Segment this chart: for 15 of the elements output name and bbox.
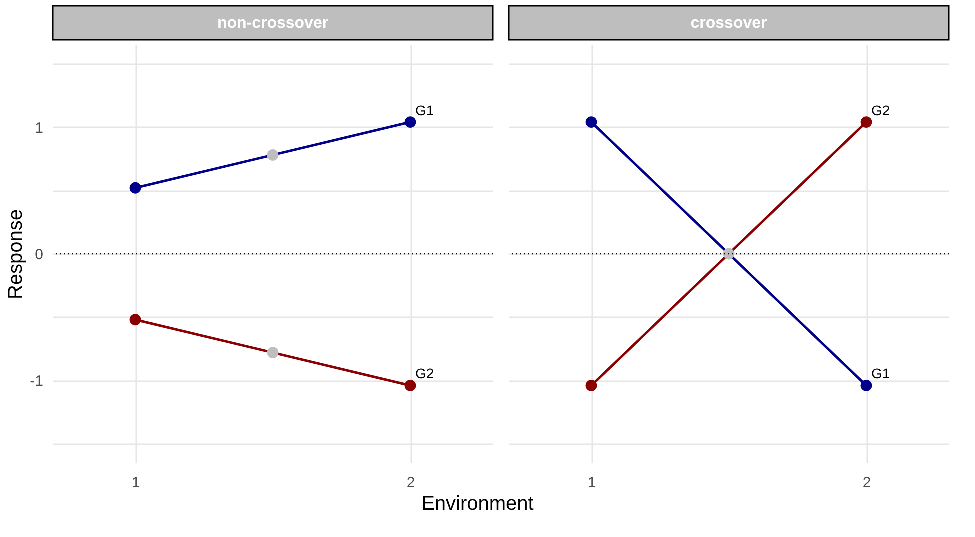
y-axis-title: Response — [5, 209, 28, 300]
series-label: G1 — [416, 102, 434, 118]
chart-title: crossover — [690, 15, 768, 32]
series-label: G2 — [872, 102, 890, 118]
x-tick-label: 2 — [406, 474, 416, 492]
x-tick-label: 1 — [132, 474, 140, 492]
x-tick-label: 1 — [588, 474, 596, 492]
y-tick-label: 1 — [35, 120, 44, 137]
y-tick-label: -1 — [30, 373, 44, 390]
y-tick-label: 0 — [35, 246, 44, 264]
series-label: G2 — [416, 366, 434, 382]
x-tick-label: 2 — [862, 474, 872, 492]
chart-title: non-crossover — [217, 15, 329, 32]
series-label: G1 — [872, 366, 890, 382]
x-axis-title: Environment — [422, 493, 534, 515]
